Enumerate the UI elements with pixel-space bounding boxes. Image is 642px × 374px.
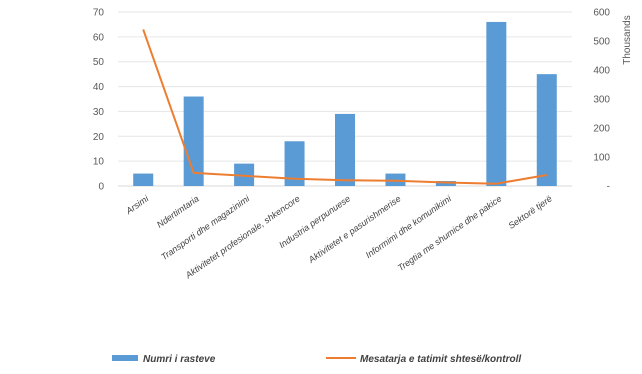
legend-label-bars: Numri i rasteve <box>143 354 216 365</box>
left-tick-label: 30 <box>93 107 105 118</box>
category-label: Informimi dhe komunikimi <box>364 193 454 260</box>
category-label: Tregtia me shumice dhe pakice <box>396 193 504 273</box>
bar <box>335 113 355 186</box>
category-label: Arsimi <box>123 193 151 217</box>
bar-series <box>133 21 557 187</box>
legend-label-line: Mesatarja e tatimit shtesë/kontroll <box>360 354 521 365</box>
right-axis-ticks: - 100 200 300 400 500 600 <box>593 8 610 193</box>
left-tick-label: 70 <box>93 8 105 19</box>
left-tick-label: 50 <box>93 57 105 68</box>
left-axis-ticks: 0 10 20 30 40 50 60 70 <box>93 8 105 193</box>
right-tick-label: 300 <box>593 95 610 106</box>
bar <box>486 21 507 187</box>
right-tick-label: 100 <box>593 153 610 164</box>
legend: Numri i rasteve Mesatarja e tatimit shte… <box>112 354 521 365</box>
right-tick-label: 600 <box>593 8 610 19</box>
category-label: Transporti dhe magazinimi <box>159 193 252 262</box>
bar <box>385 173 406 186</box>
left-tick-label: 20 <box>93 132 105 143</box>
left-tick-label: 40 <box>93 82 105 93</box>
left-tick-label: 60 <box>93 32 105 43</box>
right-axis-title: Thousands <box>622 15 633 64</box>
bar <box>284 141 305 186</box>
line-path <box>142 29 547 185</box>
left-tick-label: 0 <box>98 182 104 193</box>
category-label: Sektorë tjerë <box>506 193 554 230</box>
category-label: Aktivitetet e pasurishmerise <box>306 193 403 265</box>
bar <box>133 173 154 186</box>
right-tick-label: 400 <box>593 66 610 77</box>
left-tick-label: 10 <box>93 157 105 168</box>
bar <box>435 181 456 186</box>
right-tick-label: 200 <box>593 124 610 135</box>
line-series <box>142 29 547 185</box>
right-tick-label: 500 <box>593 37 610 48</box>
bar <box>183 96 204 186</box>
right-tick-label: - <box>607 182 610 193</box>
category-label: Ndertimtaria <box>155 193 201 229</box>
legend-swatch-bars <box>112 355 138 361</box>
bar <box>536 74 557 186</box>
